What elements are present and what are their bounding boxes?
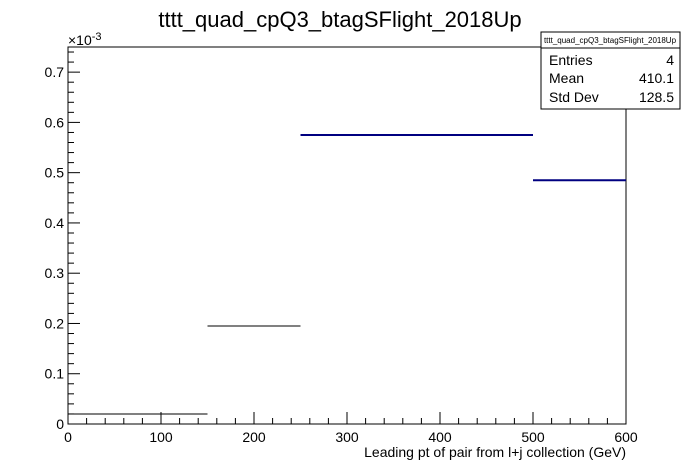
stats-box-name: tttt_quad_cpQ3_btagSFlight_2018Up — [544, 36, 677, 45]
y-tick-label: 0.7 — [45, 64, 65, 80]
y-tick-label: 0 — [56, 416, 64, 432]
x-tick-label: 500 — [521, 429, 545, 445]
y-tick-label: 0.3 — [45, 265, 65, 281]
x-tick-label: 400 — [428, 429, 452, 445]
stats-entries-value: 4 — [666, 52, 674, 68]
x-axis-label: Leading pt of pair from l+j collection (… — [364, 444, 626, 460]
stats-mean-label: Mean — [549, 70, 584, 86]
y-axis-multiplier-power: -3 — [92, 31, 102, 43]
x-tick-label: 600 — [614, 429, 638, 445]
stats-box: tttt_quad_cpQ3_btagSFlight_2018Up Entrie… — [540, 31, 681, 110]
chart-title: tttt_quad_cpQ3_btagSFlight_2018Up — [158, 7, 521, 32]
stats-entries-label: Entries — [549, 52, 593, 68]
y-tick-label: 0.1 — [45, 366, 65, 382]
x-tick-label: 100 — [149, 429, 173, 445]
y-tick-label: 0.4 — [45, 215, 65, 231]
stats-stddev-value: 128.5 — [639, 89, 674, 105]
y-tick-label: 0.6 — [45, 114, 65, 130]
x-tick-label: 300 — [335, 429, 359, 445]
y-axis-ticks: 0 0.1 0.2 0.3 0.4 0.5 0.6 0.7 — [45, 51, 80, 432]
x-tick-label: 200 — [242, 429, 266, 445]
histogram-bins — [68, 133, 626, 415]
stats-mean-value: 410.1 — [639, 70, 674, 86]
x-tick-label: 0 — [64, 429, 72, 445]
y-axis-multiplier-base: ×10 — [68, 32, 92, 48]
x-axis-ticks: 0 100 200 300 400 500 600 — [64, 412, 638, 445]
stats-box-frame — [540, 31, 681, 110]
y-axis-multiplier: ×10-3 — [68, 31, 102, 48]
stats-stddev-label: Std Dev — [549, 89, 599, 105]
y-tick-label: 0.2 — [45, 315, 65, 331]
y-tick-label: 0.5 — [45, 165, 65, 181]
